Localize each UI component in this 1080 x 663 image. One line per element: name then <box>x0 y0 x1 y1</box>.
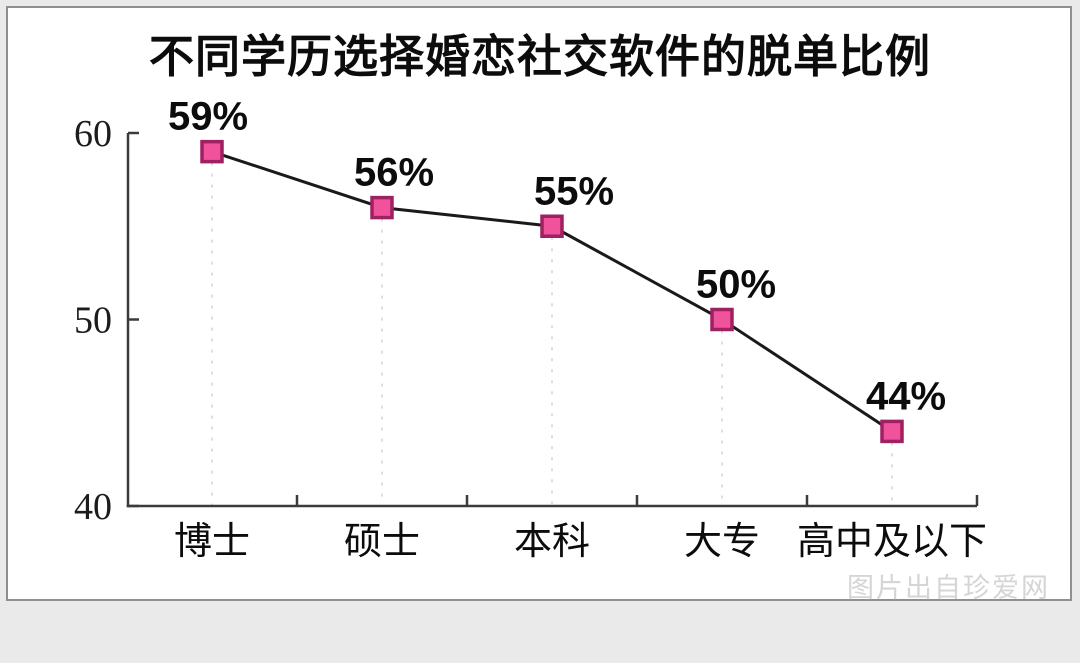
data-point-label: 50% <box>696 263 776 307</box>
data-point-label: 44% <box>866 374 946 418</box>
y-tick-label: 50 <box>74 300 112 342</box>
data-point-marker <box>200 139 224 164</box>
x-category-label: 博士 <box>174 521 250 563</box>
data-point-label: 56% <box>354 151 434 195</box>
data-point-label: 55% <box>534 169 614 213</box>
data-point-label: 59% <box>168 95 248 139</box>
x-category-label: 本科 <box>514 521 590 563</box>
x-category-label: 硕士 <box>344 521 420 563</box>
chart-card <box>6 6 1072 601</box>
data-point-marker <box>540 214 564 238</box>
y-tick-label: 40 <box>74 486 112 528</box>
x-category-label: 高中及以下 <box>797 521 987 563</box>
data-point-marker <box>880 419 904 444</box>
watermark: 图片出自珍爱网 <box>847 573 1050 603</box>
data-point-marker <box>710 307 734 332</box>
x-category-label: 大专 <box>684 521 760 563</box>
data-point-marker <box>370 195 394 220</box>
y-tick-label: 60 <box>74 113 112 155</box>
chart-title: 不同学历选择婚恋社交软件的脱单比例 <box>148 31 931 82</box>
